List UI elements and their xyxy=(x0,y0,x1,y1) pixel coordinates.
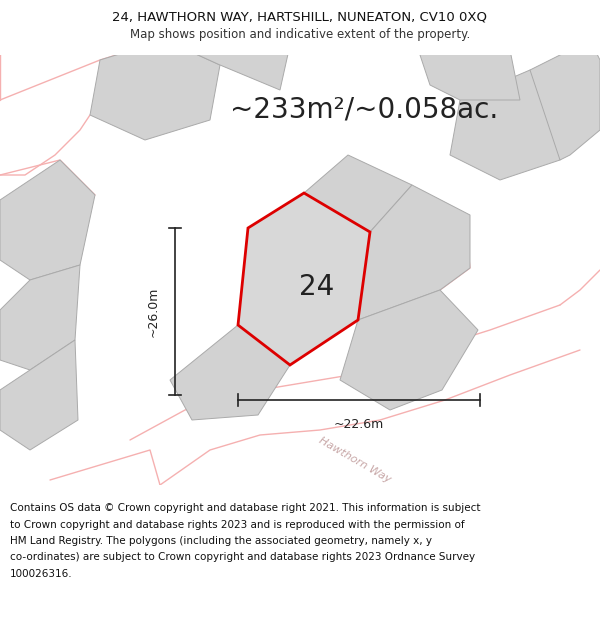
Text: Contains OS data © Crown copyright and database right 2021. This information is : Contains OS data © Crown copyright and d… xyxy=(10,503,481,513)
Text: co-ordinates) are subject to Crown copyright and database rights 2023 Ordnance S: co-ordinates) are subject to Crown copyr… xyxy=(10,552,475,562)
Text: to Crown copyright and database rights 2023 and is reproduced with the permissio: to Crown copyright and database rights 2… xyxy=(10,519,464,529)
Text: ~26.0m: ~26.0m xyxy=(146,286,160,337)
Polygon shape xyxy=(340,290,478,410)
Polygon shape xyxy=(420,30,520,100)
Text: ~22.6m: ~22.6m xyxy=(334,418,384,431)
Polygon shape xyxy=(0,340,78,450)
Polygon shape xyxy=(304,155,412,232)
Text: 24, HAWTHORN WAY, HARTSHILL, NUNEATON, CV10 0XQ: 24, HAWTHORN WAY, HARTSHILL, NUNEATON, C… xyxy=(113,10,487,23)
Polygon shape xyxy=(238,193,370,365)
Text: HM Land Registry. The polygons (including the associated geometry, namely x, y: HM Land Registry. The polygons (includin… xyxy=(10,536,432,546)
Polygon shape xyxy=(358,185,470,320)
Polygon shape xyxy=(165,20,290,90)
Text: 100026316.: 100026316. xyxy=(10,569,73,579)
Text: 24: 24 xyxy=(299,273,334,301)
Polygon shape xyxy=(0,265,80,370)
Polygon shape xyxy=(530,40,600,160)
Polygon shape xyxy=(170,325,290,420)
Text: Map shows position and indicative extent of the property.: Map shows position and indicative extent… xyxy=(130,28,470,41)
Text: Hawthorn Way: Hawthorn Way xyxy=(317,435,393,485)
Polygon shape xyxy=(450,70,570,180)
Text: ~233m²/~0.058ac.: ~233m²/~0.058ac. xyxy=(230,96,498,124)
Polygon shape xyxy=(90,40,220,140)
Polygon shape xyxy=(0,160,95,280)
